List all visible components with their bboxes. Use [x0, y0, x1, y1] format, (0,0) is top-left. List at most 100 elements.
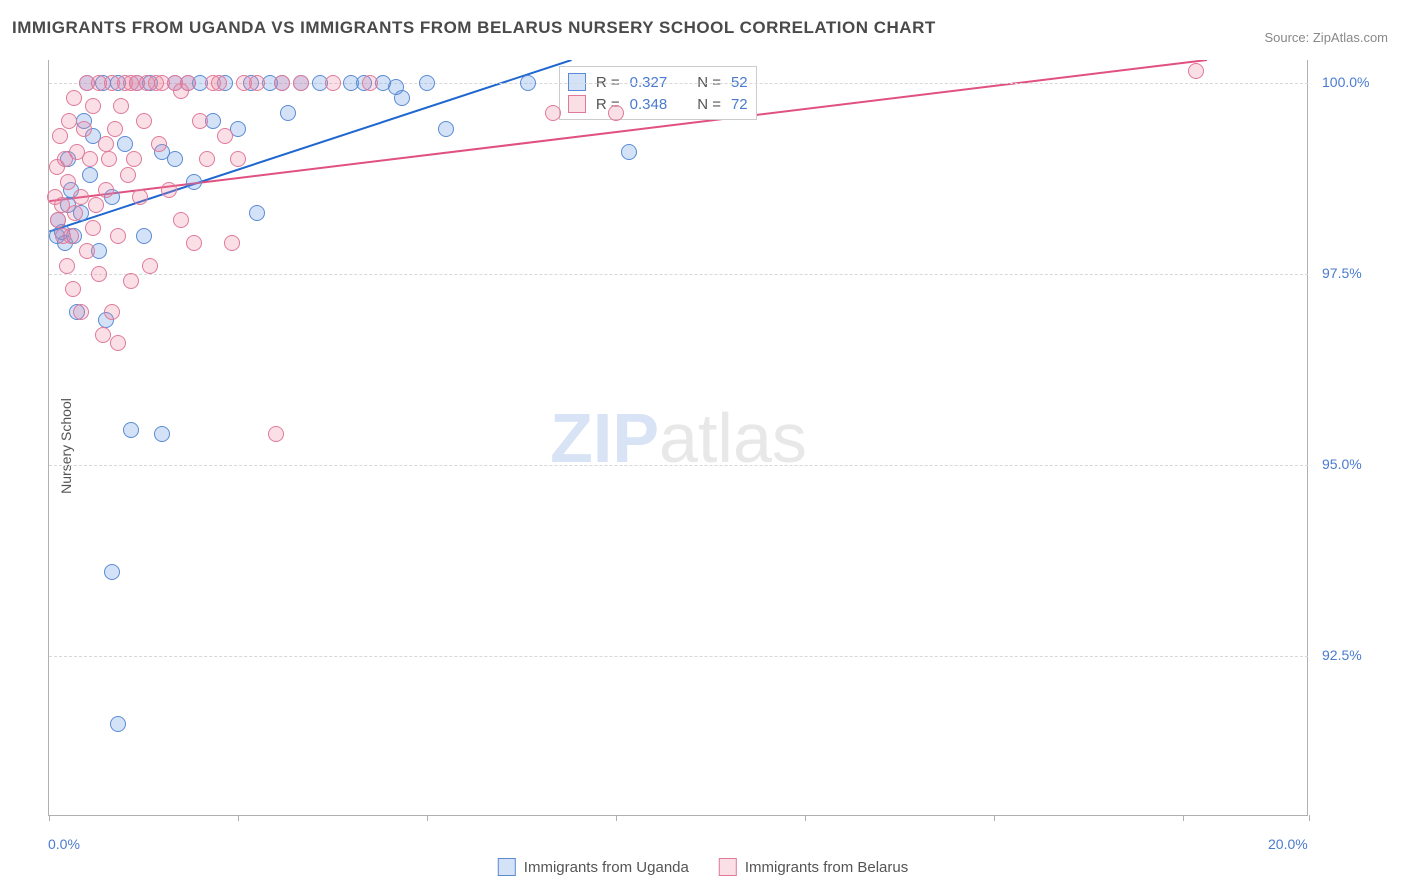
x-tick: [49, 815, 50, 821]
scatter-point: [110, 716, 126, 732]
correlation-stats-box: R = 0.327N = 52R = 0.348N = 72: [559, 66, 757, 120]
scatter-point: [151, 136, 167, 152]
scatter-point: [132, 189, 148, 205]
scatter-point: [98, 136, 114, 152]
scatter-point: [50, 212, 66, 228]
trend-lines-layer: [49, 60, 1308, 815]
scatter-point: [211, 75, 227, 91]
scatter-point: [82, 167, 98, 183]
x-tick: [238, 815, 239, 821]
x-tick-label: 0.0%: [48, 836, 80, 852]
scatter-point: [438, 121, 454, 137]
scatter-point: [110, 228, 126, 244]
grid-line-h: [49, 656, 1308, 657]
scatter-point: [186, 174, 202, 190]
scatter-point: [230, 151, 246, 167]
scatter-point: [113, 98, 129, 114]
scatter-point: [123, 422, 139, 438]
scatter-point: [362, 75, 378, 91]
scatter-point: [79, 243, 95, 259]
scatter-point: [91, 266, 107, 282]
scatter-point: [52, 128, 68, 144]
y-tick-label: 100.0%: [1322, 74, 1369, 90]
legend-swatch-uganda: [498, 858, 516, 876]
x-tick-label: 20.0%: [1268, 836, 1308, 852]
scatter-point: [65, 281, 81, 297]
scatter-point: [104, 304, 120, 320]
scatter-point: [85, 98, 101, 114]
scatter-point: [123, 273, 139, 289]
scatter-point: [85, 220, 101, 236]
scatter-point: [186, 235, 202, 251]
scatter-point: [268, 426, 284, 442]
scatter-point: [608, 105, 624, 121]
scatter-point: [120, 167, 136, 183]
scatter-point: [161, 182, 177, 198]
scatter-point: [293, 75, 309, 91]
scatter-point: [621, 144, 637, 160]
chart-container: IMMIGRANTS FROM UGANDA VS IMMIGRANTS FRO…: [0, 0, 1406, 892]
scatter-point: [117, 136, 133, 152]
stats-row: R = 0.348N = 72: [568, 93, 748, 115]
scatter-point: [325, 75, 341, 91]
x-tick: [994, 815, 995, 821]
source-attribution: Source: ZipAtlas.com: [1264, 30, 1388, 45]
stats-swatch: [568, 95, 586, 113]
stats-r-value: 0.348: [630, 96, 668, 113]
scatter-point: [95, 327, 111, 343]
legend-item-belarus: Immigrants from Belarus: [719, 858, 908, 876]
y-tick-label: 92.5%: [1322, 647, 1362, 663]
scatter-point: [280, 105, 296, 121]
scatter-point: [520, 75, 536, 91]
scatter-point: [73, 304, 89, 320]
scatter-point: [154, 426, 170, 442]
scatter-point: [104, 564, 120, 580]
x-tick: [1183, 815, 1184, 821]
scatter-point: [73, 189, 89, 205]
scatter-point: [76, 121, 92, 137]
plot-area: ZIPatlas R = 0.327N = 52R = 0.348N = 72: [48, 60, 1308, 816]
scatter-point: [388, 79, 404, 95]
bottom-legend: Immigrants from Uganda Immigrants from B…: [498, 858, 908, 876]
scatter-point: [110, 335, 126, 351]
scatter-point: [274, 75, 290, 91]
scatter-point: [173, 212, 189, 228]
scatter-point: [180, 75, 196, 91]
scatter-point: [59, 258, 75, 274]
scatter-point: [249, 205, 265, 221]
x-tick: [616, 815, 617, 821]
scatter-point: [419, 75, 435, 91]
scatter-point: [224, 235, 240, 251]
grid-line-h: [49, 465, 1308, 466]
x-tick: [427, 815, 428, 821]
x-tick: [1309, 815, 1310, 821]
x-tick: [805, 815, 806, 821]
chart-title: IMMIGRANTS FROM UGANDA VS IMMIGRANTS FRO…: [12, 18, 936, 38]
scatter-point: [98, 182, 114, 198]
scatter-point: [199, 151, 215, 167]
scatter-point: [167, 151, 183, 167]
legend-label-uganda: Immigrants from Uganda: [524, 859, 689, 876]
scatter-point: [107, 121, 123, 137]
scatter-point: [136, 228, 152, 244]
grid-line-h: [49, 274, 1308, 275]
scatter-point: [126, 151, 142, 167]
scatter-point: [1188, 63, 1204, 79]
scatter-point: [82, 151, 98, 167]
scatter-point: [545, 105, 561, 121]
scatter-point: [88, 197, 104, 213]
scatter-point: [60, 174, 76, 190]
scatter-point: [136, 113, 152, 129]
scatter-point: [192, 113, 208, 129]
y-tick-label: 95.0%: [1322, 456, 1362, 472]
scatter-point: [249, 75, 265, 91]
scatter-point: [101, 151, 117, 167]
scatter-point: [66, 90, 82, 106]
y-tick-label: 97.5%: [1322, 265, 1362, 281]
scatter-point: [67, 205, 83, 221]
legend-swatch-belarus: [719, 858, 737, 876]
legend-item-uganda: Immigrants from Uganda: [498, 858, 689, 876]
scatter-point: [217, 128, 233, 144]
stats-n-value: 72: [731, 96, 748, 113]
legend-label-belarus: Immigrants from Belarus: [745, 859, 908, 876]
